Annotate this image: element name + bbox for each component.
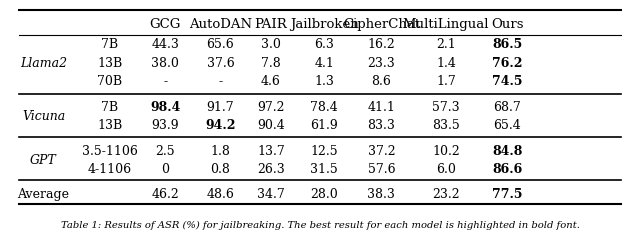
Text: AutoDAN: AutoDAN	[189, 18, 252, 31]
Text: 37.6: 37.6	[207, 57, 234, 70]
Text: 2.1: 2.1	[436, 38, 456, 51]
Text: 1.7: 1.7	[436, 75, 456, 88]
Text: 4.1: 4.1	[314, 57, 334, 70]
Text: 57.6: 57.6	[367, 163, 396, 176]
Text: 7B: 7B	[101, 101, 118, 114]
Text: 61.9: 61.9	[310, 119, 338, 132]
Text: 4.6: 4.6	[261, 75, 281, 88]
Text: Table 1: Results of ASR (%) for jailbreaking. The best result for each model is : Table 1: Results of ASR (%) for jailbrea…	[61, 221, 579, 230]
Text: 6.3: 6.3	[314, 38, 334, 51]
Text: Jailbroken: Jailbroken	[290, 18, 358, 31]
Text: 46.2: 46.2	[151, 189, 179, 202]
Text: 1.3: 1.3	[314, 75, 334, 88]
Text: 23.2: 23.2	[432, 189, 460, 202]
Text: 16.2: 16.2	[367, 38, 396, 51]
Text: 86.5: 86.5	[492, 38, 522, 51]
Text: 37.2: 37.2	[367, 145, 396, 158]
Text: CipherChat: CipherChat	[343, 18, 420, 31]
Text: 13B: 13B	[97, 57, 122, 70]
Text: 3.5-1106: 3.5-1106	[82, 145, 138, 158]
Text: Llama2: Llama2	[20, 57, 67, 70]
Text: Vicuna: Vicuna	[22, 110, 65, 123]
Text: 2.5: 2.5	[156, 145, 175, 158]
Text: 38.3: 38.3	[367, 189, 396, 202]
Text: 86.6: 86.6	[492, 163, 522, 176]
Text: 65.6: 65.6	[207, 38, 234, 51]
Text: 93.9: 93.9	[152, 119, 179, 132]
Text: 23.3: 23.3	[367, 57, 396, 70]
Text: MultiLingual: MultiLingual	[403, 18, 489, 31]
Text: 1.8: 1.8	[211, 145, 230, 158]
Text: 38.0: 38.0	[151, 57, 179, 70]
Text: 76.2: 76.2	[492, 57, 523, 70]
Text: -: -	[163, 75, 167, 88]
Text: 48.6: 48.6	[207, 189, 234, 202]
Text: PAIR: PAIR	[255, 18, 287, 31]
Text: 6.0: 6.0	[436, 163, 456, 176]
Text: 28.0: 28.0	[310, 189, 338, 202]
Text: Average: Average	[17, 189, 70, 202]
Text: 31.5: 31.5	[310, 163, 338, 176]
Text: 3.0: 3.0	[261, 38, 281, 51]
Text: 13B: 13B	[97, 119, 122, 132]
Text: 83.3: 83.3	[367, 119, 396, 132]
Text: 91.7: 91.7	[207, 101, 234, 114]
Text: 8.6: 8.6	[371, 75, 392, 88]
Text: 10.2: 10.2	[432, 145, 460, 158]
Text: 74.5: 74.5	[492, 75, 523, 88]
Text: 26.3: 26.3	[257, 163, 285, 176]
Text: 83.5: 83.5	[432, 119, 460, 132]
Text: 34.7: 34.7	[257, 189, 285, 202]
Text: 13.7: 13.7	[257, 145, 285, 158]
Text: GPT: GPT	[30, 154, 57, 167]
Text: 98.4: 98.4	[150, 101, 180, 114]
Text: 94.2: 94.2	[205, 119, 236, 132]
Text: 1.4: 1.4	[436, 57, 456, 70]
Text: 78.4: 78.4	[310, 101, 338, 114]
Text: 90.4: 90.4	[257, 119, 285, 132]
Text: 0.8: 0.8	[211, 163, 230, 176]
Text: 84.8: 84.8	[492, 145, 523, 158]
Text: 97.2: 97.2	[257, 101, 285, 114]
Text: 7.8: 7.8	[261, 57, 281, 70]
Text: 44.3: 44.3	[151, 38, 179, 51]
Text: -: -	[218, 75, 223, 88]
Text: 0: 0	[161, 163, 169, 176]
Text: 68.7: 68.7	[493, 101, 521, 114]
Text: 65.4: 65.4	[493, 119, 521, 132]
Text: GCG: GCG	[150, 18, 181, 31]
Text: 77.5: 77.5	[492, 189, 523, 202]
Text: 7B: 7B	[101, 38, 118, 51]
Text: 41.1: 41.1	[367, 101, 396, 114]
Text: 4-1106: 4-1106	[88, 163, 132, 176]
Text: 70B: 70B	[97, 75, 122, 88]
Text: 12.5: 12.5	[310, 145, 338, 158]
Text: Ours: Ours	[491, 18, 524, 31]
Text: 57.3: 57.3	[432, 101, 460, 114]
